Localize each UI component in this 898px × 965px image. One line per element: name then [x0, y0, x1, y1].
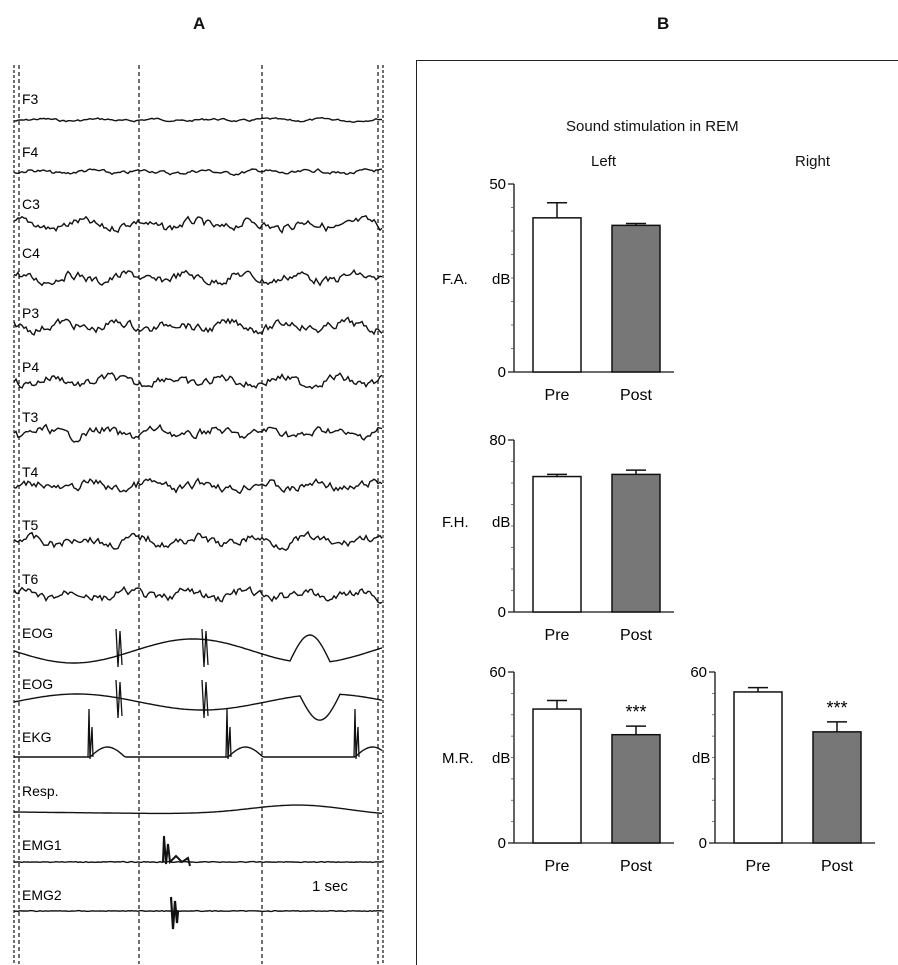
signal-trace	[13, 214, 383, 234]
channel-label: P4	[22, 359, 39, 375]
y-tick-label: 0	[498, 604, 506, 621]
channel-label: T3	[22, 409, 39, 425]
channel-label: EOG	[22, 625, 53, 641]
panel-a-letter: A	[193, 14, 206, 33]
bar-chart-fa: 0 50 Pre Post dB F.A.	[442, 176, 674, 404]
signal-trace	[13, 168, 383, 177]
channel-label: P3	[22, 305, 39, 321]
y-tick-label: 0	[498, 364, 506, 381]
signal-trace	[13, 316, 383, 336]
channel-label: T6	[22, 571, 39, 587]
channel-label: F4	[22, 144, 39, 160]
signal-trace	[13, 860, 383, 864]
significance-label: ***	[625, 702, 646, 722]
column-right-label: Right	[795, 153, 831, 170]
bar-chart-right: 0 60 Pre Post *** dB	[690, 664, 875, 875]
emg-burst	[162, 835, 191, 867]
x-tick-label: Pre	[545, 387, 570, 404]
panel-b-title: Sound stimulation in REM	[566, 118, 739, 135]
channel-label: C3	[22, 196, 40, 212]
column-left-label: Left	[591, 153, 617, 170]
bar-pre	[532, 475, 582, 613]
y-axis-label: dB	[492, 271, 510, 288]
eog-burst	[201, 679, 209, 719]
y-axis-label: dB	[692, 750, 710, 767]
x-tick-label: Post	[821, 858, 854, 875]
bar-chart-fh: 0 80 Pre Post dB F.H.	[442, 432, 674, 644]
eog-burst	[201, 628, 209, 668]
x-tick-label: Pre	[545, 858, 570, 875]
panel-b-letter: B	[657, 14, 670, 33]
bar-post	[611, 473, 661, 613]
channel-label: EMG1	[22, 837, 62, 853]
channel-label: C4	[22, 245, 40, 261]
channel-label: EMG2	[22, 887, 62, 903]
panel-b-frame	[416, 60, 898, 965]
bar-pre	[733, 691, 783, 844]
eog-burst	[115, 628, 123, 668]
channel-label: T5	[22, 517, 39, 533]
x-tick-label: Pre	[545, 627, 570, 644]
bar-post	[812, 731, 862, 844]
eog-burst	[115, 679, 123, 719]
bar-chart-mr: 0 60 Pre Post *** dB M.R.	[442, 664, 674, 875]
x-tick-label: Post	[620, 627, 653, 644]
signal-trace	[13, 909, 382, 913]
y-tick-label: 0	[498, 835, 506, 852]
y-axis-label: dB	[492, 514, 510, 531]
signal-trace	[13, 423, 383, 443]
y-tick-label: 50	[489, 176, 506, 193]
signal-trace	[14, 804, 383, 815]
channel-labels: F3 F4 C3 C4 P3 P4 T3 T4 T5 T6 EOG EOG EKG Resp. EMG1 EM…	[22, 91, 62, 903]
signal-trace	[13, 530, 383, 552]
emg-burst	[169, 896, 180, 930]
ekg-spike	[225, 708, 232, 760]
signal-trace	[13, 116, 383, 124]
row-label: F.H.	[442, 514, 469, 531]
bar-pre	[532, 708, 582, 844]
bar-pre	[532, 217, 582, 373]
signal-trace	[13, 372, 383, 390]
channel-label: Resp.	[22, 783, 59, 799]
signal-trace	[13, 268, 383, 287]
row-label: F.A.	[442, 271, 468, 288]
trace-frame	[13, 65, 384, 964]
x-tick-label: Post	[620, 858, 653, 875]
ekg-spike	[87, 708, 94, 760]
channel-label: EKG	[22, 729, 52, 745]
y-tick-label: 60	[489, 664, 506, 681]
x-tick-label: Pre	[746, 858, 771, 875]
x-tick-label: Post	[620, 387, 653, 404]
signal-trace	[13, 693, 383, 721]
row-label: M.R.	[442, 750, 474, 767]
time-scale-label: 1 sec	[312, 878, 348, 895]
signal-trace	[13, 477, 383, 495]
y-tick-label: 0	[699, 835, 707, 852]
bar-post	[611, 733, 661, 844]
channel-label: T4	[22, 464, 39, 480]
significance-label: ***	[826, 698, 847, 718]
y-tick-label: 80	[489, 432, 506, 449]
channel-label: F3	[22, 91, 39, 107]
bar-post	[611, 224, 661, 373]
channel-label: EOG	[22, 676, 53, 692]
signal-trace	[13, 585, 383, 604]
signal-trace	[14, 746, 383, 758]
y-axis-label: dB	[492, 750, 510, 767]
ekg-spike	[353, 708, 360, 760]
signal-trace	[13, 634, 383, 664]
y-tick-label: 60	[690, 664, 707, 681]
trace-lines	[13, 116, 383, 930]
